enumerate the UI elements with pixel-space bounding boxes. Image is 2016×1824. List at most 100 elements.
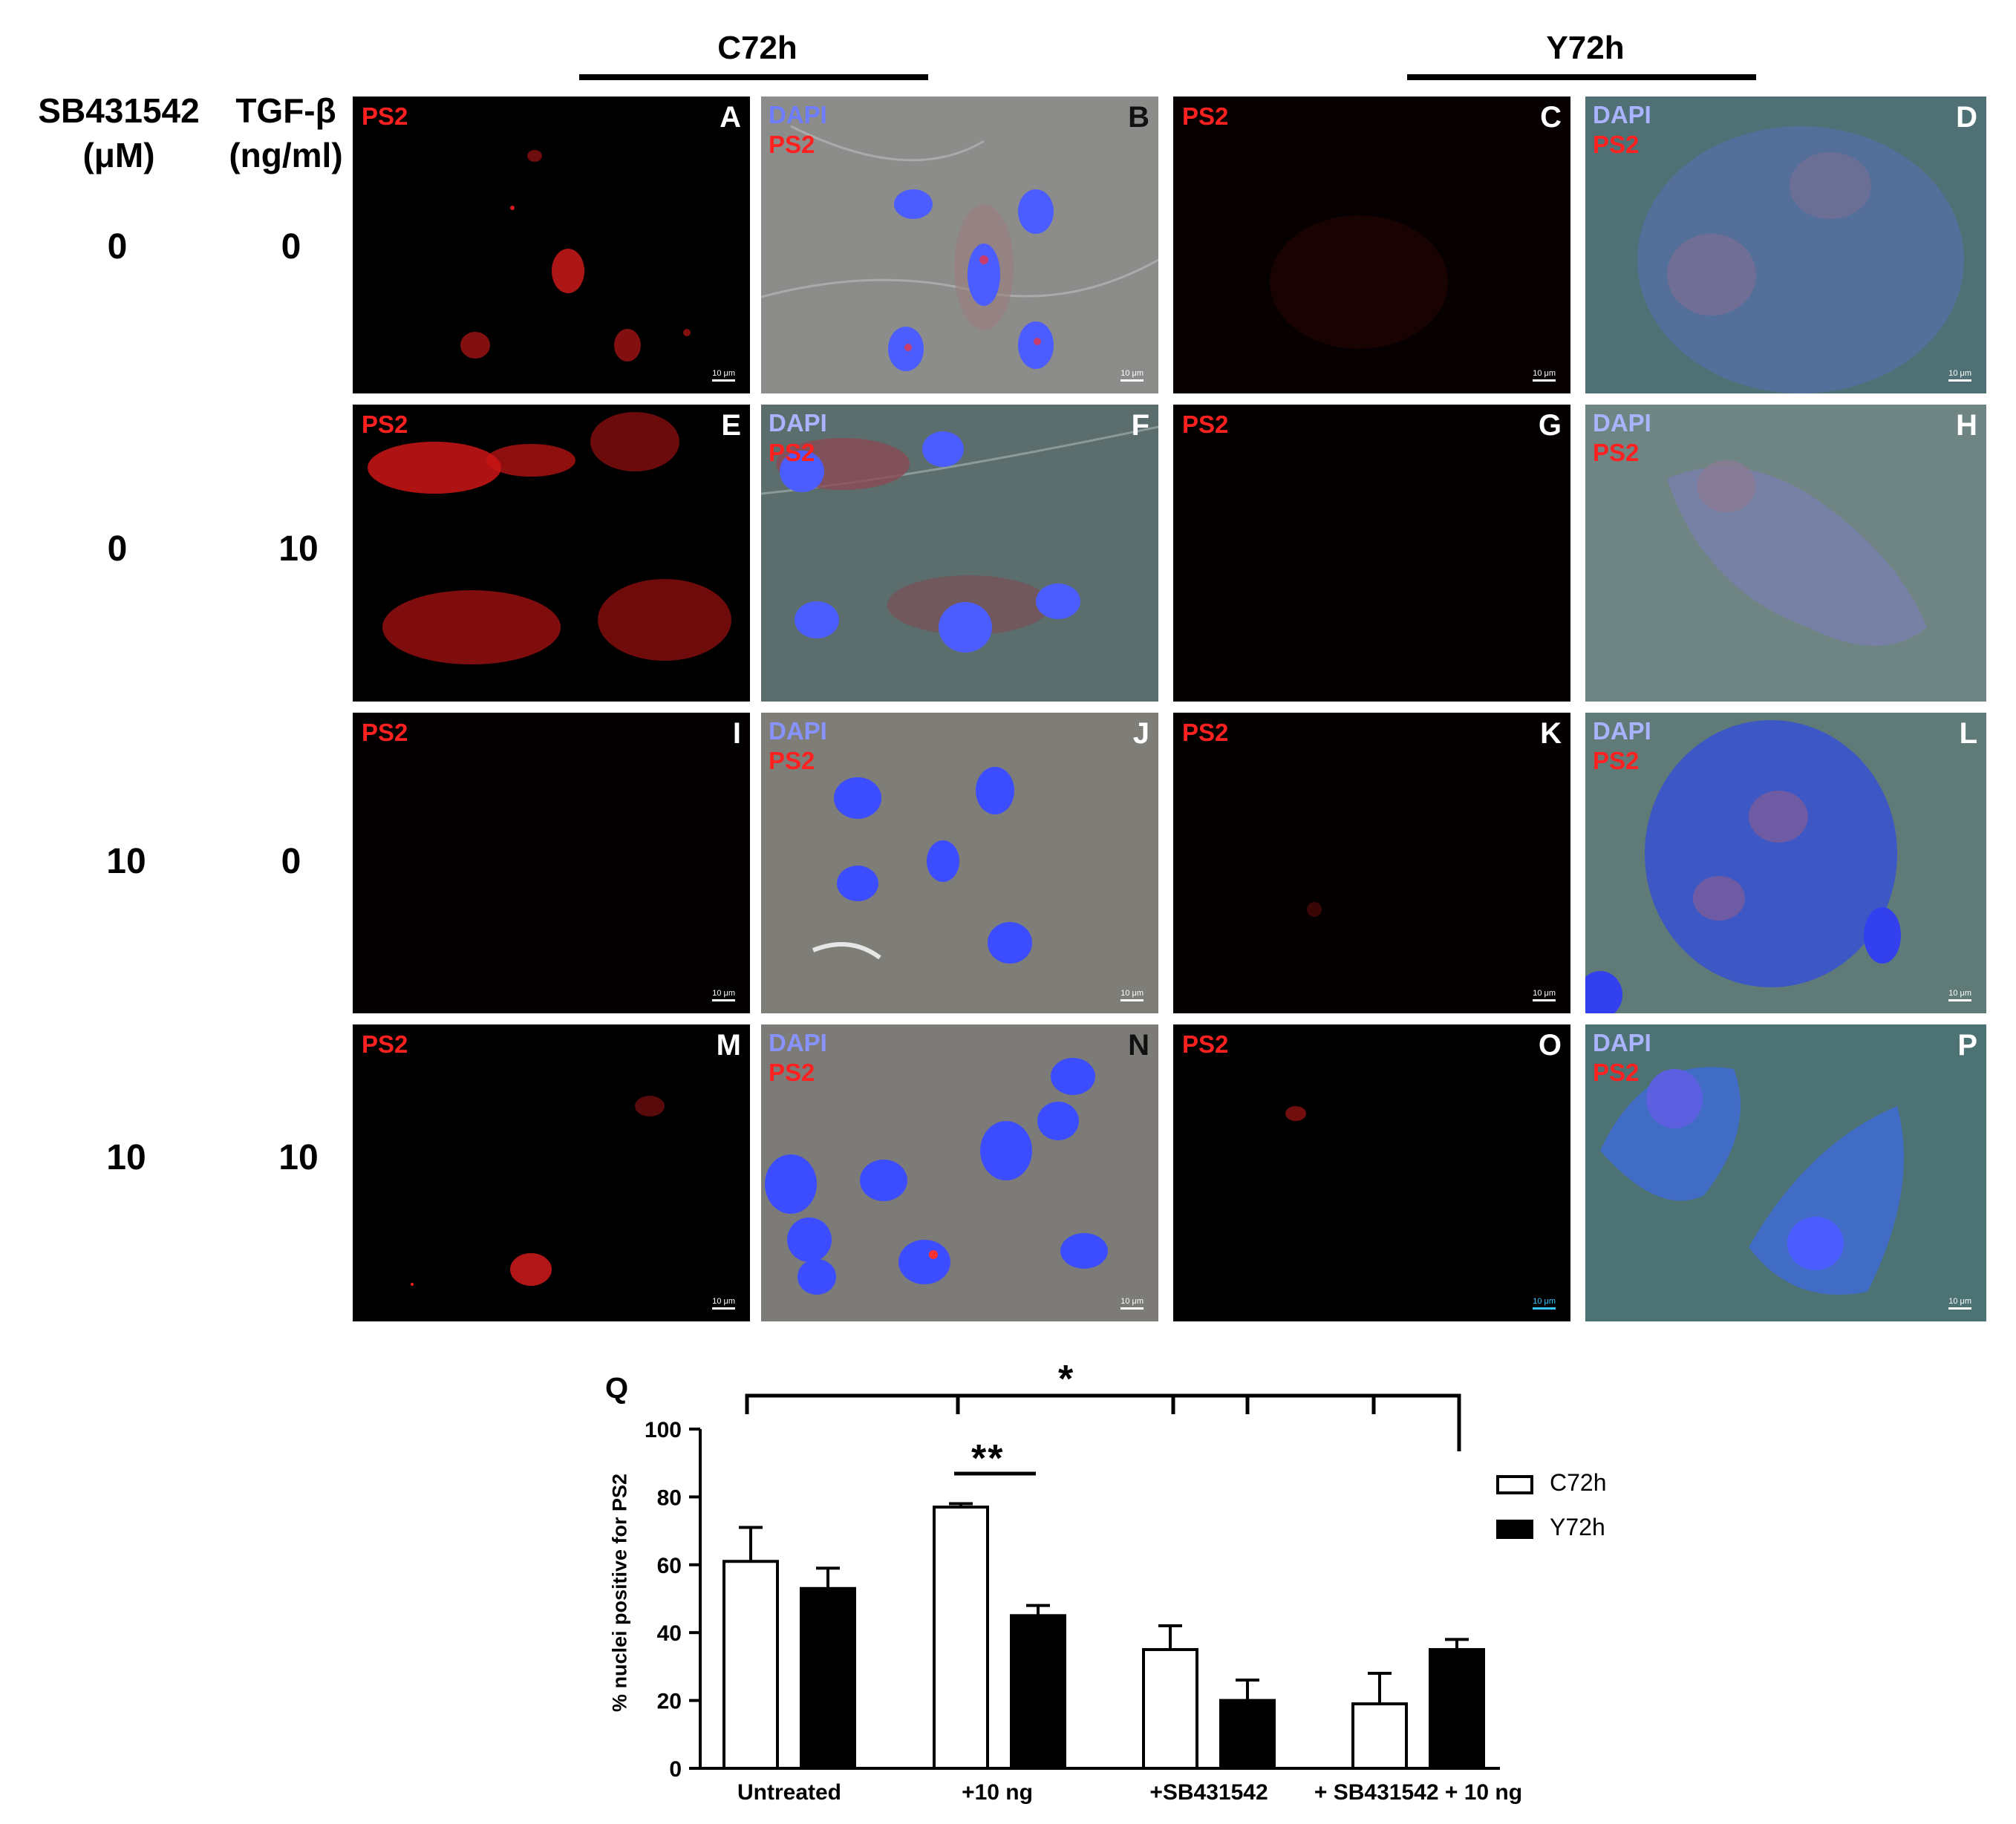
panel-o-scale-bar: 10 μm — [1533, 1297, 1556, 1310]
tgf-beta-title: TGF-β — [235, 91, 336, 130]
panel-h-image — [1667, 460, 1927, 646]
panel-j-scale-bar: 10 μm — [1120, 989, 1144, 1001]
bar-y72h-0 — [800, 1586, 856, 1771]
c72h-header: C72h — [717, 30, 797, 66]
panel-a-letter: A — [720, 101, 741, 134]
y72h-header-rule — [1407, 74, 1756, 80]
y-tick-label: 0 — [669, 1757, 682, 1782]
y-tick-label: 80 — [657, 1485, 682, 1510]
panel-n-image — [765, 1058, 1108, 1295]
panel-f-image — [761, 425, 1158, 653]
panel-d-letter: D — [1956, 101, 1977, 134]
panel-h-dapi-label: DAPI — [1593, 409, 1651, 437]
y72h-header: Y72h — [1546, 30, 1625, 66]
panel-k-letter: K — [1540, 717, 1562, 750]
y-axis-label: % nuclei positive for PS2 — [608, 1473, 631, 1713]
panel-q-letter: Q — [605, 1372, 629, 1405]
significance-bracket-star — [745, 1393, 1461, 1451]
panel-k-scale-bar: 10 μm — [1533, 989, 1556, 1001]
bar-y72h-2 — [1219, 1699, 1276, 1771]
panel-e-ps2: PS2 E — [353, 405, 750, 702]
significance-double-star-label: ** — [971, 1437, 1005, 1480]
panel-l-merge: DAPI PS2 L 10 μm — [1585, 713, 1986, 1013]
panel-h-merge: DAPI PS2 H — [1585, 405, 1986, 702]
legend-label-y72h: Y72h — [1550, 1514, 1605, 1540]
panel-n-letter: N — [1128, 1029, 1149, 1062]
legend: C72h Y72h — [1496, 1466, 1667, 1555]
c72h-header-rule — [579, 74, 928, 80]
legend-swatch-c72h — [1496, 1475, 1533, 1494]
y-tick-label: 60 — [657, 1554, 682, 1578]
y-tick-label: 20 — [657, 1690, 682, 1714]
panel-k-ps2: PS2 K 10 μm — [1173, 713, 1570, 1013]
panel-j-dapi-label: DAPI — [769, 717, 827, 745]
panel-p-scale-bar: 10 μm — [1948, 1297, 1971, 1310]
panel-a-ps2-label: PS2 — [362, 102, 408, 130]
panel-l-scale-bar: 10 μm — [1948, 989, 1971, 1001]
panel-o-image — [1285, 1106, 1306, 1121]
panel-m-scale-bar: 10 μm — [712, 1297, 735, 1310]
y-tick-label: 100 — [645, 1418, 682, 1442]
panel-d-merge: DAPI PS2 D 10 μm — [1585, 97, 1986, 393]
panel-l-ps2-label: PS2 — [1593, 747, 1640, 774]
panel-d-scale-bar: 10 μm — [1948, 369, 1971, 382]
tgf-beta-header: TGF-β (ng/ml) — [219, 91, 353, 175]
panel-f-dapi-label: DAPI — [769, 409, 827, 437]
panel-f-ps2-label: PS2 — [769, 439, 815, 466]
sb431542-header: SB431542 (μM) — [22, 91, 215, 175]
legend-label-c72h: C72h — [1550, 1469, 1607, 1496]
row3-sb-value: 10 — [106, 842, 146, 881]
panel-b-letter: B — [1128, 101, 1149, 134]
x-category-label: +SB431542 — [1149, 1780, 1268, 1805]
panel-g-ps2: PS2 G — [1173, 405, 1570, 702]
bar-y72h-1 — [1010, 1614, 1066, 1771]
panel-o-ps2: PS2 O 10 μm — [1173, 1024, 1570, 1321]
panel-p-ps2-label: PS2 — [1593, 1059, 1640, 1086]
panel-p-dapi-label: DAPI — [1593, 1029, 1651, 1056]
panel-m-ps2: PS2 M 10 μm — [353, 1024, 750, 1321]
panel-o-ps2-label: PS2 — [1182, 1030, 1229, 1058]
bar-c72h-3 — [1351, 1702, 1408, 1770]
panel-e-image — [368, 412, 731, 664]
panel-m-image — [411, 1096, 665, 1286]
panel-c-scale-bar: 10 μm — [1533, 369, 1556, 382]
row2-sb-value: 0 — [107, 529, 128, 569]
panel-d-dapi-label: DAPI — [1593, 101, 1651, 128]
x-category-label: + SB431542 + 10 ng — [1314, 1780, 1523, 1805]
panel-a-ps2: PS2 A 10 μm — [353, 97, 750, 393]
bar-y72h-3 — [1429, 1648, 1485, 1771]
panel-n-ps2-label: PS2 — [769, 1059, 815, 1086]
row3-tgf-value: 0 — [281, 842, 301, 881]
panel-h-ps2-label: PS2 — [1593, 439, 1640, 466]
panel-a-image — [460, 150, 691, 362]
panel-n-scale-bar: 10 μm — [1120, 1297, 1144, 1310]
panel-j-merge: DAPI PS2 J 10 μm — [761, 713, 1158, 1013]
panel-g-letter: G — [1538, 409, 1562, 442]
panel-k-ps2-label: PS2 — [1182, 719, 1229, 746]
panel-m-letter: M — [716, 1029, 741, 1062]
sb431542-title: SB431542 — [38, 91, 200, 130]
row4-tgf-value: 10 — [278, 1138, 319, 1177]
panel-b-merge: DAPI PS2 B 10 μm — [761, 97, 1158, 393]
panel-i-ps2: PS2 I 10 μm — [353, 713, 750, 1013]
panel-i-ps2-label: PS2 — [362, 719, 408, 746]
tgf-beta-unit: (ng/ml) — [229, 136, 343, 174]
row2-tgf-value: 10 — [278, 529, 319, 569]
panel-i-scale-bar: 10 μm — [712, 989, 735, 1001]
bar-c72h-0 — [722, 1560, 779, 1770]
legend-swatch-y72h — [1496, 1520, 1533, 1539]
significance-star-label: * — [1058, 1358, 1074, 1401]
row4-sb-value: 10 — [106, 1138, 146, 1177]
panel-l-letter: L — [1959, 717, 1977, 750]
panel-f-letter: F — [1131, 409, 1149, 442]
bar-c72h-1 — [933, 1506, 989, 1770]
panel-f-merge: DAPI PS2 F — [761, 405, 1158, 702]
panel-n-merge: DAPI PS2 N 10 μm — [761, 1024, 1158, 1321]
panel-n-dapi-label: DAPI — [769, 1029, 827, 1056]
panel-c-image — [1270, 215, 1448, 349]
panel-b-ps2-label: PS2 — [769, 131, 815, 158]
panel-b-dapi-label: DAPI — [769, 101, 827, 128]
panel-i-letter: I — [732, 717, 741, 750]
panel-p-letter: P — [1957, 1029, 1977, 1062]
